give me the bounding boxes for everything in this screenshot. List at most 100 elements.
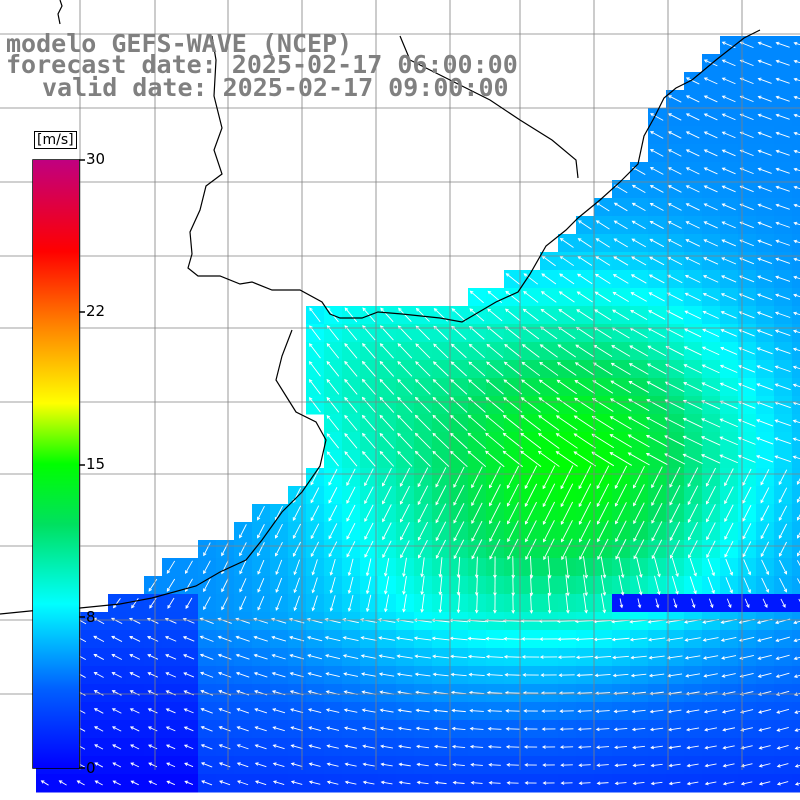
wind-arrow-head	[758, 746, 763, 750]
wind-arrow-head	[775, 149, 780, 154]
wind-arrow	[488, 710, 502, 712]
wind-arrow-head	[397, 361, 402, 365]
wind-arrow	[595, 256, 611, 266]
wind-cell	[792, 396, 800, 415]
wind-arrow	[704, 185, 718, 193]
wind-arrow	[520, 415, 542, 431]
wind-arrow	[166, 708, 176, 714]
wind-arrow-head	[597, 556, 601, 560]
wind-arrow	[740, 239, 754, 247]
wind-arrow-head	[236, 762, 241, 766]
wind-arrow	[632, 167, 646, 175]
wind-arrow-head	[575, 326, 580, 331]
wind-arrow	[439, 593, 443, 613]
wind-arrow-head	[651, 537, 655, 542]
wind-arrow-head	[111, 726, 116, 730]
wind-arrow	[758, 42, 772, 48]
wind-arrow-head	[344, 762, 349, 767]
wind-arrow-head	[737, 418, 742, 423]
wind-arrow-head	[645, 452, 650, 457]
wind-arrow	[291, 763, 303, 767]
wind-arrow	[576, 656, 594, 658]
wind-arrow	[452, 727, 466, 731]
wind-arrow	[165, 654, 177, 660]
wind-arrow-head	[274, 534, 279, 539]
wind-arrow-head	[539, 361, 544, 366]
wind-arrow-head	[613, 256, 618, 260]
wind-arrow	[596, 728, 610, 730]
wind-arrow	[435, 763, 447, 767]
wind-arrow	[433, 655, 449, 659]
wind-arrow	[468, 361, 486, 377]
wind-arrow-head	[578, 485, 582, 490]
wind-arrow-head	[721, 185, 726, 189]
wind-arrow	[777, 745, 789, 749]
wind-arrow-head	[183, 726, 188, 730]
wind-arrow-head	[504, 672, 509, 677]
wind-arrow	[759, 727, 771, 731]
wind-arrow-head	[432, 450, 437, 455]
wind-arrow-head	[111, 708, 116, 712]
wind-arrow	[451, 343, 467, 359]
wind-arrow	[778, 523, 788, 539]
wind-arrow	[471, 782, 483, 784]
wind-arrow-head	[361, 360, 366, 365]
wind-arrow-head	[398, 307, 402, 312]
wind-arrow	[668, 149, 682, 157]
wind-arrow-head	[361, 396, 366, 401]
wind-arrow	[578, 746, 592, 748]
wind-arrow	[742, 504, 752, 522]
wind-arrow-head	[311, 571, 316, 576]
wind-cell	[792, 576, 800, 595]
wind-arrow	[668, 95, 682, 103]
wind-arrow-head	[742, 535, 746, 540]
wind-arrow-head	[632, 484, 637, 489]
wind-arrow-head	[613, 727, 618, 732]
wind-arrow-head	[451, 308, 456, 312]
wind-arrow	[738, 455, 756, 463]
wind-arrow	[632, 202, 646, 212]
wind-cell	[792, 774, 800, 793]
wind-arrow-head	[774, 365, 779, 369]
wind-arrow-head	[575, 344, 580, 348]
wind-arrow-head	[485, 654, 490, 659]
wind-arrow	[740, 149, 754, 157]
wind-arrow	[703, 257, 719, 265]
wind-arrow-head	[775, 293, 779, 298]
wind-arrow	[702, 328, 720, 338]
wind-arrow	[307, 654, 323, 660]
wind-arrow	[703, 311, 719, 319]
wind-arrow	[308, 727, 322, 731]
wind-arrow	[326, 433, 340, 449]
wind-arrow	[704, 203, 718, 211]
wind-arrow	[346, 486, 356, 504]
wind-arrow	[433, 326, 449, 340]
wind-arrow	[686, 203, 700, 211]
wind-arrow-head	[253, 690, 258, 694]
wind-arrow	[148, 672, 158, 678]
wind-arrow-head	[342, 618, 347, 622]
wind-arrow	[720, 454, 738, 464]
wind-arrow-head	[399, 483, 404, 487]
wind-arrow	[183, 636, 195, 642]
wind-arrow-head	[486, 326, 491, 330]
wind-arrow-head	[555, 433, 560, 437]
wind-arrow-head	[738, 382, 742, 387]
wind-arrow-head	[673, 604, 678, 609]
wind-arrow-head	[649, 185, 654, 189]
wind-arrow-head	[560, 763, 565, 767]
wind-arrow	[685, 275, 701, 283]
wind-arrow-head	[217, 671, 222, 676]
wind-arrow	[361, 655, 377, 659]
wind-arrow-head	[379, 726, 384, 731]
wind-arrow	[400, 540, 410, 558]
lat-lon-grid	[0, 0, 800, 770]
wind-arrow	[740, 654, 754, 660]
wind-arrow	[633, 539, 645, 559]
wind-arrow-head	[649, 149, 654, 153]
wind-arrow	[685, 673, 701, 677]
wind-arrow	[453, 521, 465, 541]
wind-arrow-head	[307, 690, 312, 694]
wind-arrow-head	[687, 519, 692, 523]
wind-arrow	[721, 293, 737, 301]
